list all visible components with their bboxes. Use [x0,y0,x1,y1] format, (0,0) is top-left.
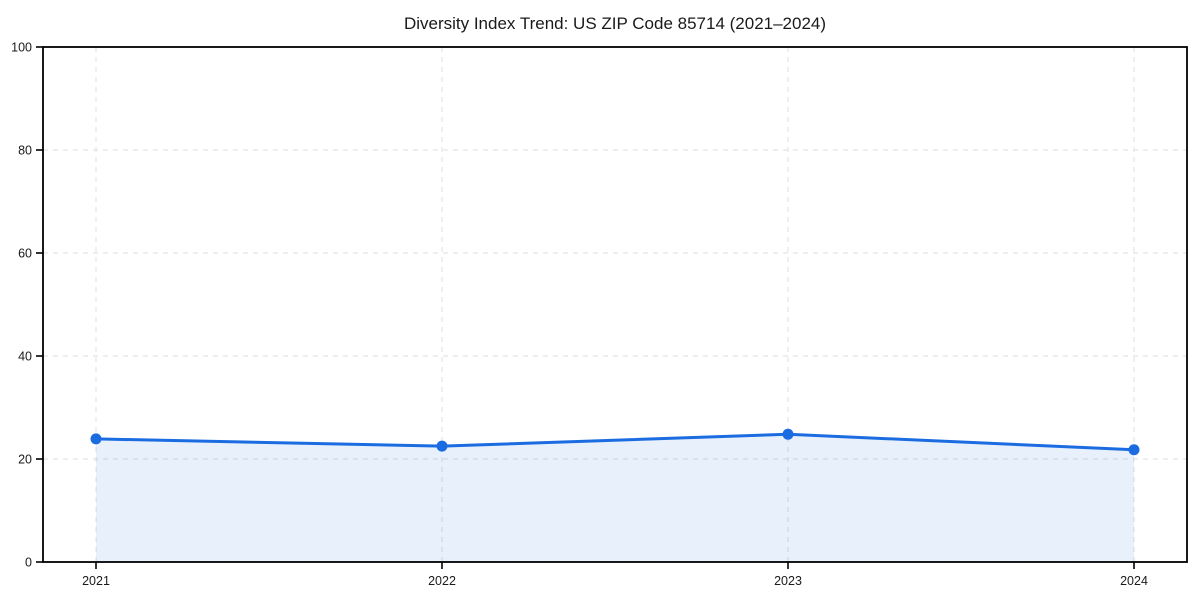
axes-layer: 0 20 40 60 80 100 2021 2022 2023 2024 [11,41,1188,588]
y-tick-label: 80 [18,144,32,158]
y-tick-label: 100 [11,41,32,55]
data-point-2023 [782,428,794,440]
data-point-2024 [1128,444,1140,456]
trend-line [94,432,1136,452]
x-tick-label: 2021 [82,574,110,588]
y-tick-label: 40 [18,350,32,364]
chart-title: Diversity Index Trend: US ZIP Code 85714… [404,14,826,33]
y-tick-label: 0 [25,556,32,570]
x-tick-label: 2022 [428,574,456,588]
data-point-2021 [90,433,102,445]
y-tick-label: 60 [18,247,32,261]
data-point-2022 [436,440,448,452]
y-tick-label: 20 [18,453,32,467]
area-fill [96,434,1134,562]
plot-border [42,46,1188,563]
series-layer [90,428,1140,562]
x-tick-label: 2024 [1120,574,1148,588]
x-tick-label: 2023 [774,574,802,588]
